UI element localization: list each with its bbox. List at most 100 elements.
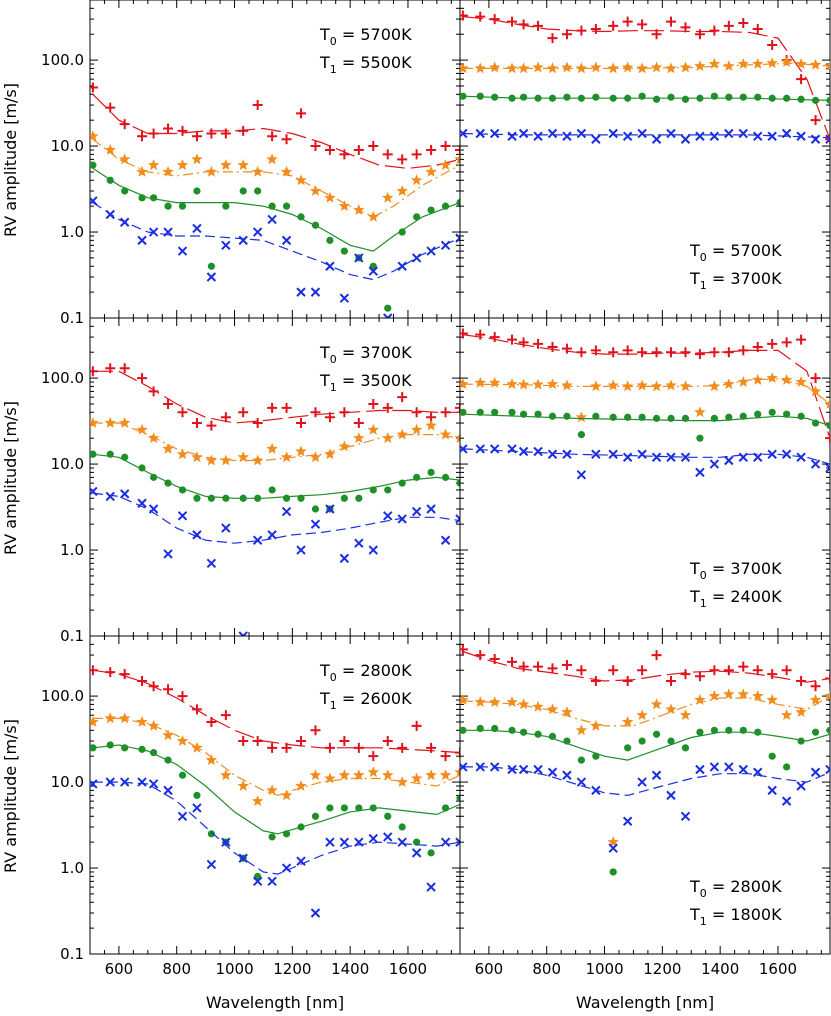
data-point-series-2 (607, 62, 619, 74)
data-point-series-1 (105, 667, 116, 678)
data-point-series-3 (754, 728, 762, 736)
data-point-series-2 (205, 165, 218, 177)
data-point-series-1 (475, 329, 486, 340)
data-point-series-2 (251, 454, 264, 466)
data-point-series-4 (518, 128, 529, 139)
data-point-series-2 (517, 62, 530, 74)
data-point-series-4 (221, 523, 231, 533)
data-point-series-1 (324, 412, 335, 423)
data-point-series-3 (121, 187, 129, 195)
data-point-series-3 (441, 202, 450, 210)
data-point-series-3 (340, 804, 348, 812)
data-point-series-4 (533, 446, 543, 457)
annotation-t0: T0 = 5700K (689, 241, 782, 264)
data-point-series-4 (810, 767, 821, 777)
data-point-series-1 (137, 131, 148, 142)
data-point-series-3 (207, 494, 216, 502)
data-point-series-4 (637, 777, 647, 787)
data-point-series-3 (476, 408, 484, 416)
data-point-series-4 (622, 816, 633, 826)
data-point-series-4 (192, 223, 202, 234)
data-point-series-1 (296, 418, 307, 429)
data-point-series-3 (592, 752, 600, 760)
data-point-series-4 (221, 837, 231, 847)
data-point-series-2 (237, 451, 249, 463)
data-point-series-2 (636, 62, 648, 74)
x-axis-label-right: Wavelength [nm] (576, 993, 714, 1012)
data-point-series-1 (489, 14, 500, 25)
data-point-series-4 (767, 131, 777, 141)
data-point-series-1 (507, 656, 518, 667)
data-point-series-2 (460, 378, 469, 389)
data-point-series-4 (440, 535, 451, 545)
data-point-series-4 (796, 131, 806, 141)
data-point-series-1 (206, 716, 217, 727)
data-point-series-2 (679, 61, 692, 73)
data-point-series-3 (754, 410, 762, 418)
data-point-series-1 (119, 119, 130, 130)
data-point-series-2 (396, 776, 408, 787)
data-point-series-2 (824, 690, 830, 701)
data-point-series-2 (266, 784, 278, 796)
data-point-series-4 (651, 452, 662, 462)
y-axis-label-top: RV amplitude [m/s] (1, 83, 20, 237)
data-point-series-4 (339, 293, 350, 303)
data-point-series-4 (460, 444, 468, 454)
data-point-series-4 (753, 767, 763, 777)
data-point-series-4 (810, 134, 821, 144)
data-point-series-3 (491, 724, 499, 733)
data-point-series-3 (282, 830, 291, 838)
data-point-series-1 (651, 29, 662, 40)
data-point-series-2 (474, 62, 486, 74)
data-point-series-1 (694, 349, 705, 360)
data-point-series-3 (826, 726, 830, 734)
data-point-series-3 (667, 414, 675, 422)
data-point-series-3 (311, 505, 320, 513)
data-point-series-4 (825, 134, 830, 144)
data-point-series-4 (738, 764, 748, 775)
data-point-series-4 (591, 134, 601, 144)
data-point-series-3 (239, 494, 247, 502)
data-point-series-2 (220, 769, 232, 781)
data-point-series-1 (90, 665, 98, 676)
annotation-t1: T1 = 5500K (319, 53, 412, 76)
data-point-series-2 (162, 442, 174, 454)
y-tick-label: 0.1 (60, 309, 84, 327)
data-point-series-4 (825, 764, 830, 775)
data-point-series-4 (383, 511, 393, 521)
data-point-series-4 (163, 785, 173, 796)
data-point-series-1 (825, 433, 830, 444)
data-point-series-3 (326, 804, 334, 812)
data-point-series-2 (694, 694, 706, 705)
data-point-series-3 (548, 412, 557, 420)
data-point-series-1 (608, 20, 619, 31)
data-point-series-1 (723, 347, 734, 358)
data-point-series-1 (440, 141, 451, 152)
data-point-series-3 (384, 812, 392, 820)
data-point-series-2 (237, 159, 249, 170)
data-point-series-1 (507, 334, 518, 345)
data-point-series-2 (382, 432, 394, 443)
data-point-series-1 (281, 742, 292, 753)
data-point-series-1 (738, 18, 749, 29)
data-point-series-1 (353, 418, 364, 429)
data-point-series-2 (205, 454, 218, 466)
data-point-series-1 (680, 22, 691, 33)
data-point-series-4 (533, 764, 543, 775)
data-point-series-1 (475, 11, 486, 22)
data-point-series-3 (476, 92, 484, 100)
data-point-series-1 (781, 337, 792, 348)
x-tick-label: 1600 (759, 960, 797, 978)
data-point-series-4 (368, 545, 378, 555)
data-point-series-3 (725, 413, 733, 421)
data-point-series-4 (475, 762, 485, 772)
data-point-series-3 (90, 161, 97, 169)
data-point-series-1 (489, 654, 500, 665)
data-point-series-2 (621, 380, 634, 392)
data-point-series-1 (723, 20, 734, 31)
data-point-series-2 (410, 423, 423, 435)
data-point-series-2 (780, 709, 793, 720)
data-point-series-4 (281, 506, 292, 517)
data-point-series-3 (811, 419, 820, 427)
data-point-series-4 (325, 261, 335, 271)
